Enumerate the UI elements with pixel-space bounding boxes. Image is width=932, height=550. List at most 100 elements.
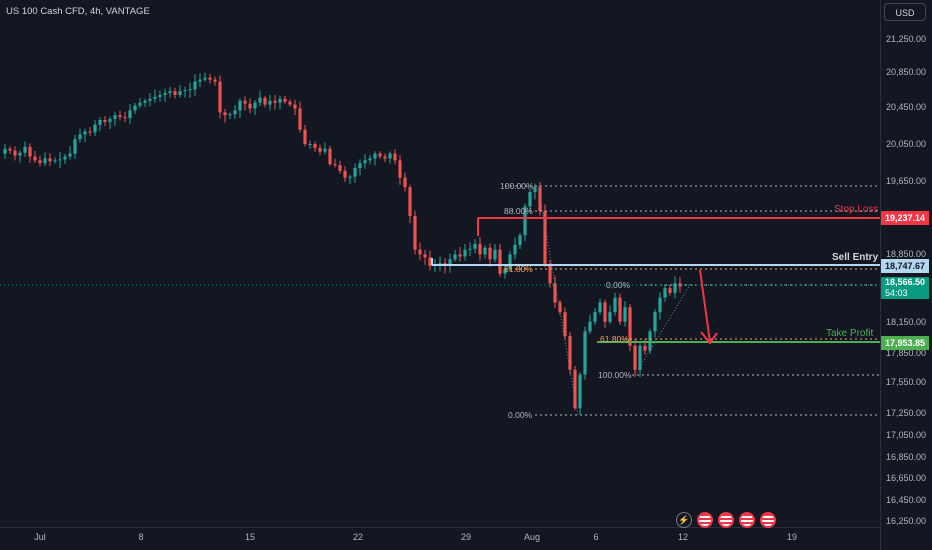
- candle-body: [53, 160, 57, 162]
- fib-trend-line: [537, 185, 579, 416]
- y-tick-label: 16,650.00: [886, 473, 927, 483]
- price-chart[interactable]: [0, 0, 880, 527]
- candle-body: [3, 148, 7, 154]
- currency-button[interactable]: USD: [884, 3, 926, 21]
- candle-body: [408, 187, 412, 217]
- candle-body: [68, 153, 72, 157]
- candle-body: [198, 79, 202, 82]
- price-axis[interactable]: [880, 0, 932, 550]
- candle-body: [653, 312, 657, 332]
- candle-body: [38, 160, 42, 164]
- candle-body: [643, 345, 647, 351]
- candle-body: [228, 114, 232, 116]
- candle-body: [138, 102, 142, 106]
- candle-body: [233, 110, 237, 115]
- candle-body: [458, 254, 462, 257]
- candle-body: [218, 81, 222, 113]
- candle-body: [8, 148, 12, 151]
- candle-body: [243, 100, 247, 104]
- take-profit-label: Take Profit: [826, 328, 874, 339]
- candle-body: [73, 139, 77, 154]
- candle-body: [93, 124, 97, 133]
- candle-body: [143, 100, 147, 103]
- y-tick-label: 16,850.00: [886, 452, 927, 462]
- candle-body: [23, 146, 27, 153]
- candle-body: [428, 257, 432, 267]
- candle-body: [18, 152, 22, 156]
- y-tick-label: 18,850.00: [886, 249, 927, 259]
- lightning-icon[interactable]: ⚡: [676, 512, 692, 528]
- fib-lower-label: 61.80%: [600, 334, 629, 344]
- candle-body: [223, 112, 227, 116]
- candle-body: [208, 77, 212, 80]
- candle-body: [328, 148, 332, 165]
- candle-body: [658, 297, 662, 313]
- candle-body: [83, 131, 87, 135]
- candle-body: [323, 148, 327, 152]
- candle-body: [298, 108, 302, 130]
- time-axis[interactable]: [0, 527, 880, 550]
- x-tick-label: Aug: [523, 532, 541, 542]
- candle-body: [108, 119, 112, 122]
- candle-body: [503, 268, 507, 274]
- candle-body: [78, 134, 82, 140]
- candle-body: [638, 345, 642, 370]
- candle-body: [613, 297, 617, 313]
- candle-body: [518, 235, 522, 245]
- candle-body: [158, 95, 162, 97]
- candle-body: [353, 168, 357, 177]
- candle-body: [473, 243, 477, 249]
- candle-body: [173, 91, 177, 96]
- us-flag-icon[interactable]: [760, 512, 776, 528]
- stop-loss-label: Stop Loss: [834, 204, 879, 215]
- candle-body: [618, 297, 622, 322]
- fib-upper-label: 100.00%: [500, 181, 534, 191]
- candle-body: [668, 288, 672, 293]
- us-flag-icon[interactable]: [718, 512, 734, 528]
- candle-body: [598, 302, 602, 313]
- candle-body: [398, 160, 402, 178]
- candle-body: [283, 98, 287, 102]
- candle-body: [88, 131, 92, 133]
- candle-body: [188, 89, 192, 91]
- candle-body: [193, 81, 197, 90]
- y-tick-label: 19,650.00: [886, 176, 927, 186]
- candle-body: [513, 244, 517, 255]
- candle-body: [663, 288, 667, 298]
- candle-body: [273, 100, 277, 103]
- x-tick-label: 19: [786, 532, 798, 542]
- candle-body: [313, 144, 317, 148]
- candle-body: [558, 302, 562, 313]
- candle-body: [588, 321, 592, 332]
- candle-body: [123, 117, 127, 119]
- y-tick-label: 16,250.00: [886, 516, 927, 526]
- candle-body: [13, 150, 17, 156]
- us-flag-icon[interactable]: [697, 512, 713, 528]
- candle-body: [293, 104, 297, 109]
- candle-body: [673, 283, 677, 293]
- candle-body: [168, 91, 172, 94]
- current-price: 18,566.50: [885, 277, 926, 287]
- x-tick-label: 8: [138, 532, 144, 542]
- candle-body: [268, 100, 272, 105]
- take-profit-price-tag: 17,953.85: [881, 336, 929, 350]
- candle-body: [623, 307, 627, 322]
- y-tick-label: 17,250.00: [886, 408, 927, 418]
- fib-trend-line: [634, 284, 691, 376]
- candle-body: [403, 177, 407, 188]
- candle-body: [278, 98, 282, 103]
- candle-body: [153, 96, 157, 99]
- us-flag-icon[interactable]: [739, 512, 755, 528]
- candle-body: [578, 374, 582, 409]
- candle-body: [348, 176, 352, 178]
- candle-body: [363, 160, 367, 164]
- event-icons: ⚡: [676, 512, 776, 528]
- candle-body: [553, 283, 557, 303]
- candle-body: [48, 158, 52, 162]
- candle-body: [393, 153, 397, 161]
- candle-body: [213, 79, 217, 82]
- y-tick-label: 17,850.00: [886, 348, 927, 358]
- candle-body: [453, 254, 457, 260]
- candle-body: [248, 103, 252, 109]
- candle-body: [573, 369, 577, 409]
